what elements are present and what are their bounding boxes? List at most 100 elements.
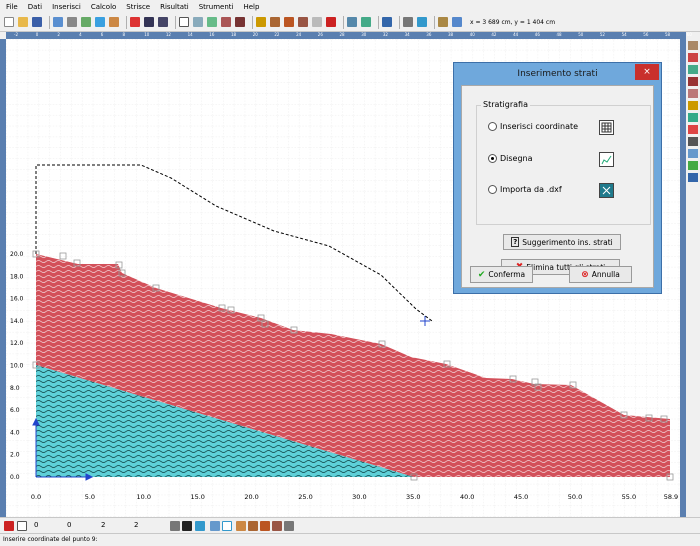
document-icon[interactable] — [452, 17, 462, 27]
radio-button[interactable] — [488, 122, 497, 131]
menu-file[interactable]: File — [6, 2, 18, 11]
pencil-draw-icon[interactable] — [599, 152, 614, 167]
table-icon[interactable] — [81, 17, 91, 27]
suggest-strata-button[interactable]: ? Suggerimento ins. strati — [503, 234, 621, 250]
wall-icon[interactable] — [688, 53, 698, 62]
save-icon[interactable] — [32, 17, 42, 27]
tools-icon[interactable] — [284, 521, 294, 531]
menu-help[interactable]: Help — [243, 2, 260, 11]
option-draw[interactable]: Disegna — [488, 154, 533, 163]
window-icon[interactable] — [195, 521, 205, 531]
x-tick-label: 58.9 — [664, 493, 678, 501]
option-import-dxf[interactable]: Importa da .dxf — [488, 185, 562, 194]
folder-icon[interactable] — [688, 101, 698, 110]
grid-icon[interactable] — [67, 17, 77, 27]
ruler-tick-label: 32 — [382, 32, 388, 37]
water-icon[interactable] — [95, 17, 105, 27]
menu-dati[interactable]: Dati — [27, 2, 43, 11]
menu-inserisci[interactable]: Inserisci — [52, 2, 81, 11]
y-tick-label: 12.0 — [10, 340, 24, 347]
x-tick-label: 15.0 — [190, 493, 204, 501]
results-icon[interactable] — [270, 17, 280, 27]
forces-icon[interactable] — [298, 17, 308, 27]
anchor-icon[interactable] — [221, 17, 231, 27]
slope-edit-icon[interactable] — [260, 521, 270, 531]
menu-strumenti[interactable]: Strumenti — [198, 2, 234, 11]
toolbar-separator — [378, 15, 379, 29]
layers-stack-icon[interactable] — [688, 41, 698, 50]
field-y[interactable]: 0 — [67, 521, 72, 529]
reinforcement-icon[interactable] — [235, 17, 245, 27]
settings-icon[interactable] — [403, 17, 413, 27]
y-tick-label: 4.0 — [10, 429, 20, 436]
export-icon[interactable] — [326, 17, 336, 27]
toolbar-separator — [399, 15, 400, 29]
calc-icon[interactable] — [256, 17, 266, 27]
slope-icon[interactable] — [207, 17, 217, 27]
ruler-tick-label: 10 — [144, 32, 150, 37]
menu-strisce[interactable]: Strisce — [126, 2, 151, 11]
field-dx[interactable]: 2 — [101, 521, 106, 529]
layers-icon[interactable] — [130, 17, 140, 27]
snap-icon[interactable] — [4, 521, 14, 531]
dxf-import-icon[interactable] — [599, 183, 614, 198]
question-icon: ? — [511, 237, 520, 247]
strips-icon[interactable] — [284, 17, 294, 27]
report-icon[interactable] — [347, 17, 357, 27]
surface-line-icon[interactable] — [688, 149, 698, 158]
hash-icon[interactable] — [688, 77, 698, 86]
close-x-icon[interactable] — [182, 521, 192, 531]
cancel-button[interactable]: ⊗ Annulla — [569, 266, 632, 283]
menu-calcolo[interactable]: Calcolo — [90, 2, 117, 11]
terrain-edit-icon[interactable] — [248, 521, 258, 531]
paint-icon[interactable] — [688, 125, 698, 134]
open-folder-icon[interactable] — [18, 17, 28, 27]
surface-icon[interactable] — [193, 17, 203, 27]
load-arrow-icon[interactable] — [688, 65, 698, 74]
vertex-markers[interactable] — [32, 250, 674, 481]
radio-button-selected[interactable] — [488, 154, 497, 163]
print-icon[interactable] — [438, 17, 448, 27]
ruler-tick-label: 28 — [339, 32, 345, 37]
info-icon[interactable] — [417, 17, 427, 27]
cloud-icon[interactable] — [312, 17, 322, 27]
field-dy[interactable]: 2 — [134, 521, 139, 529]
chart-icon[interactable] — [144, 17, 154, 27]
ruler-tick-label: 38 — [448, 32, 454, 37]
ruler-tick-label: 26 — [317, 32, 323, 37]
help-book-icon[interactable] — [382, 17, 392, 27]
load-icon[interactable] — [109, 17, 119, 27]
bottom-toolbar: 0 0 2 2 — [0, 517, 700, 533]
draw-icon[interactable] — [179, 17, 189, 27]
layer-edit-icon[interactable] — [272, 521, 282, 531]
axis-icon[interactable] — [170, 521, 180, 531]
option-insert-coordinates[interactable]: Inserisci coordinate — [488, 122, 578, 131]
menu-risultati[interactable]: Risultati — [160, 2, 189, 11]
confirm-button[interactable]: ✔ Conferma — [470, 266, 533, 283]
function-icon[interactable] — [688, 161, 698, 170]
right-toolbar — [686, 39, 700, 517]
grid-toggle-icon[interactable] — [17, 521, 27, 531]
list-icon[interactable] — [158, 17, 168, 27]
undo-icon[interactable] — [53, 17, 63, 27]
check-icon: ✔ — [477, 269, 486, 280]
corner-icon[interactable] — [222, 521, 232, 531]
new-file-icon[interactable] — [4, 17, 14, 27]
terrain-icon[interactable] — [236, 521, 246, 531]
radio-button[interactable] — [488, 185, 497, 194]
pointer-icon[interactable] — [210, 521, 220, 531]
y-tick-label: 18.0 — [10, 273, 24, 280]
globe-icon[interactable] — [361, 17, 371, 27]
x-tick-label: 25.0 — [298, 493, 312, 501]
beam-icon[interactable] — [688, 89, 698, 98]
filter-icon[interactable] — [688, 137, 698, 146]
soil-layer-lower[interactable] — [36, 365, 414, 477]
ruler-tick-label: 24 — [296, 32, 302, 37]
soil-layer-upper[interactable] — [36, 254, 670, 477]
toolbar-separator — [252, 15, 253, 29]
field-x[interactable]: 0 — [34, 521, 39, 529]
close-button[interactable]: × — [635, 64, 659, 80]
table-grid-icon[interactable] — [599, 120, 614, 135]
palette-icon[interactable] — [688, 113, 698, 122]
bar-chart-icon[interactable] — [688, 173, 698, 182]
